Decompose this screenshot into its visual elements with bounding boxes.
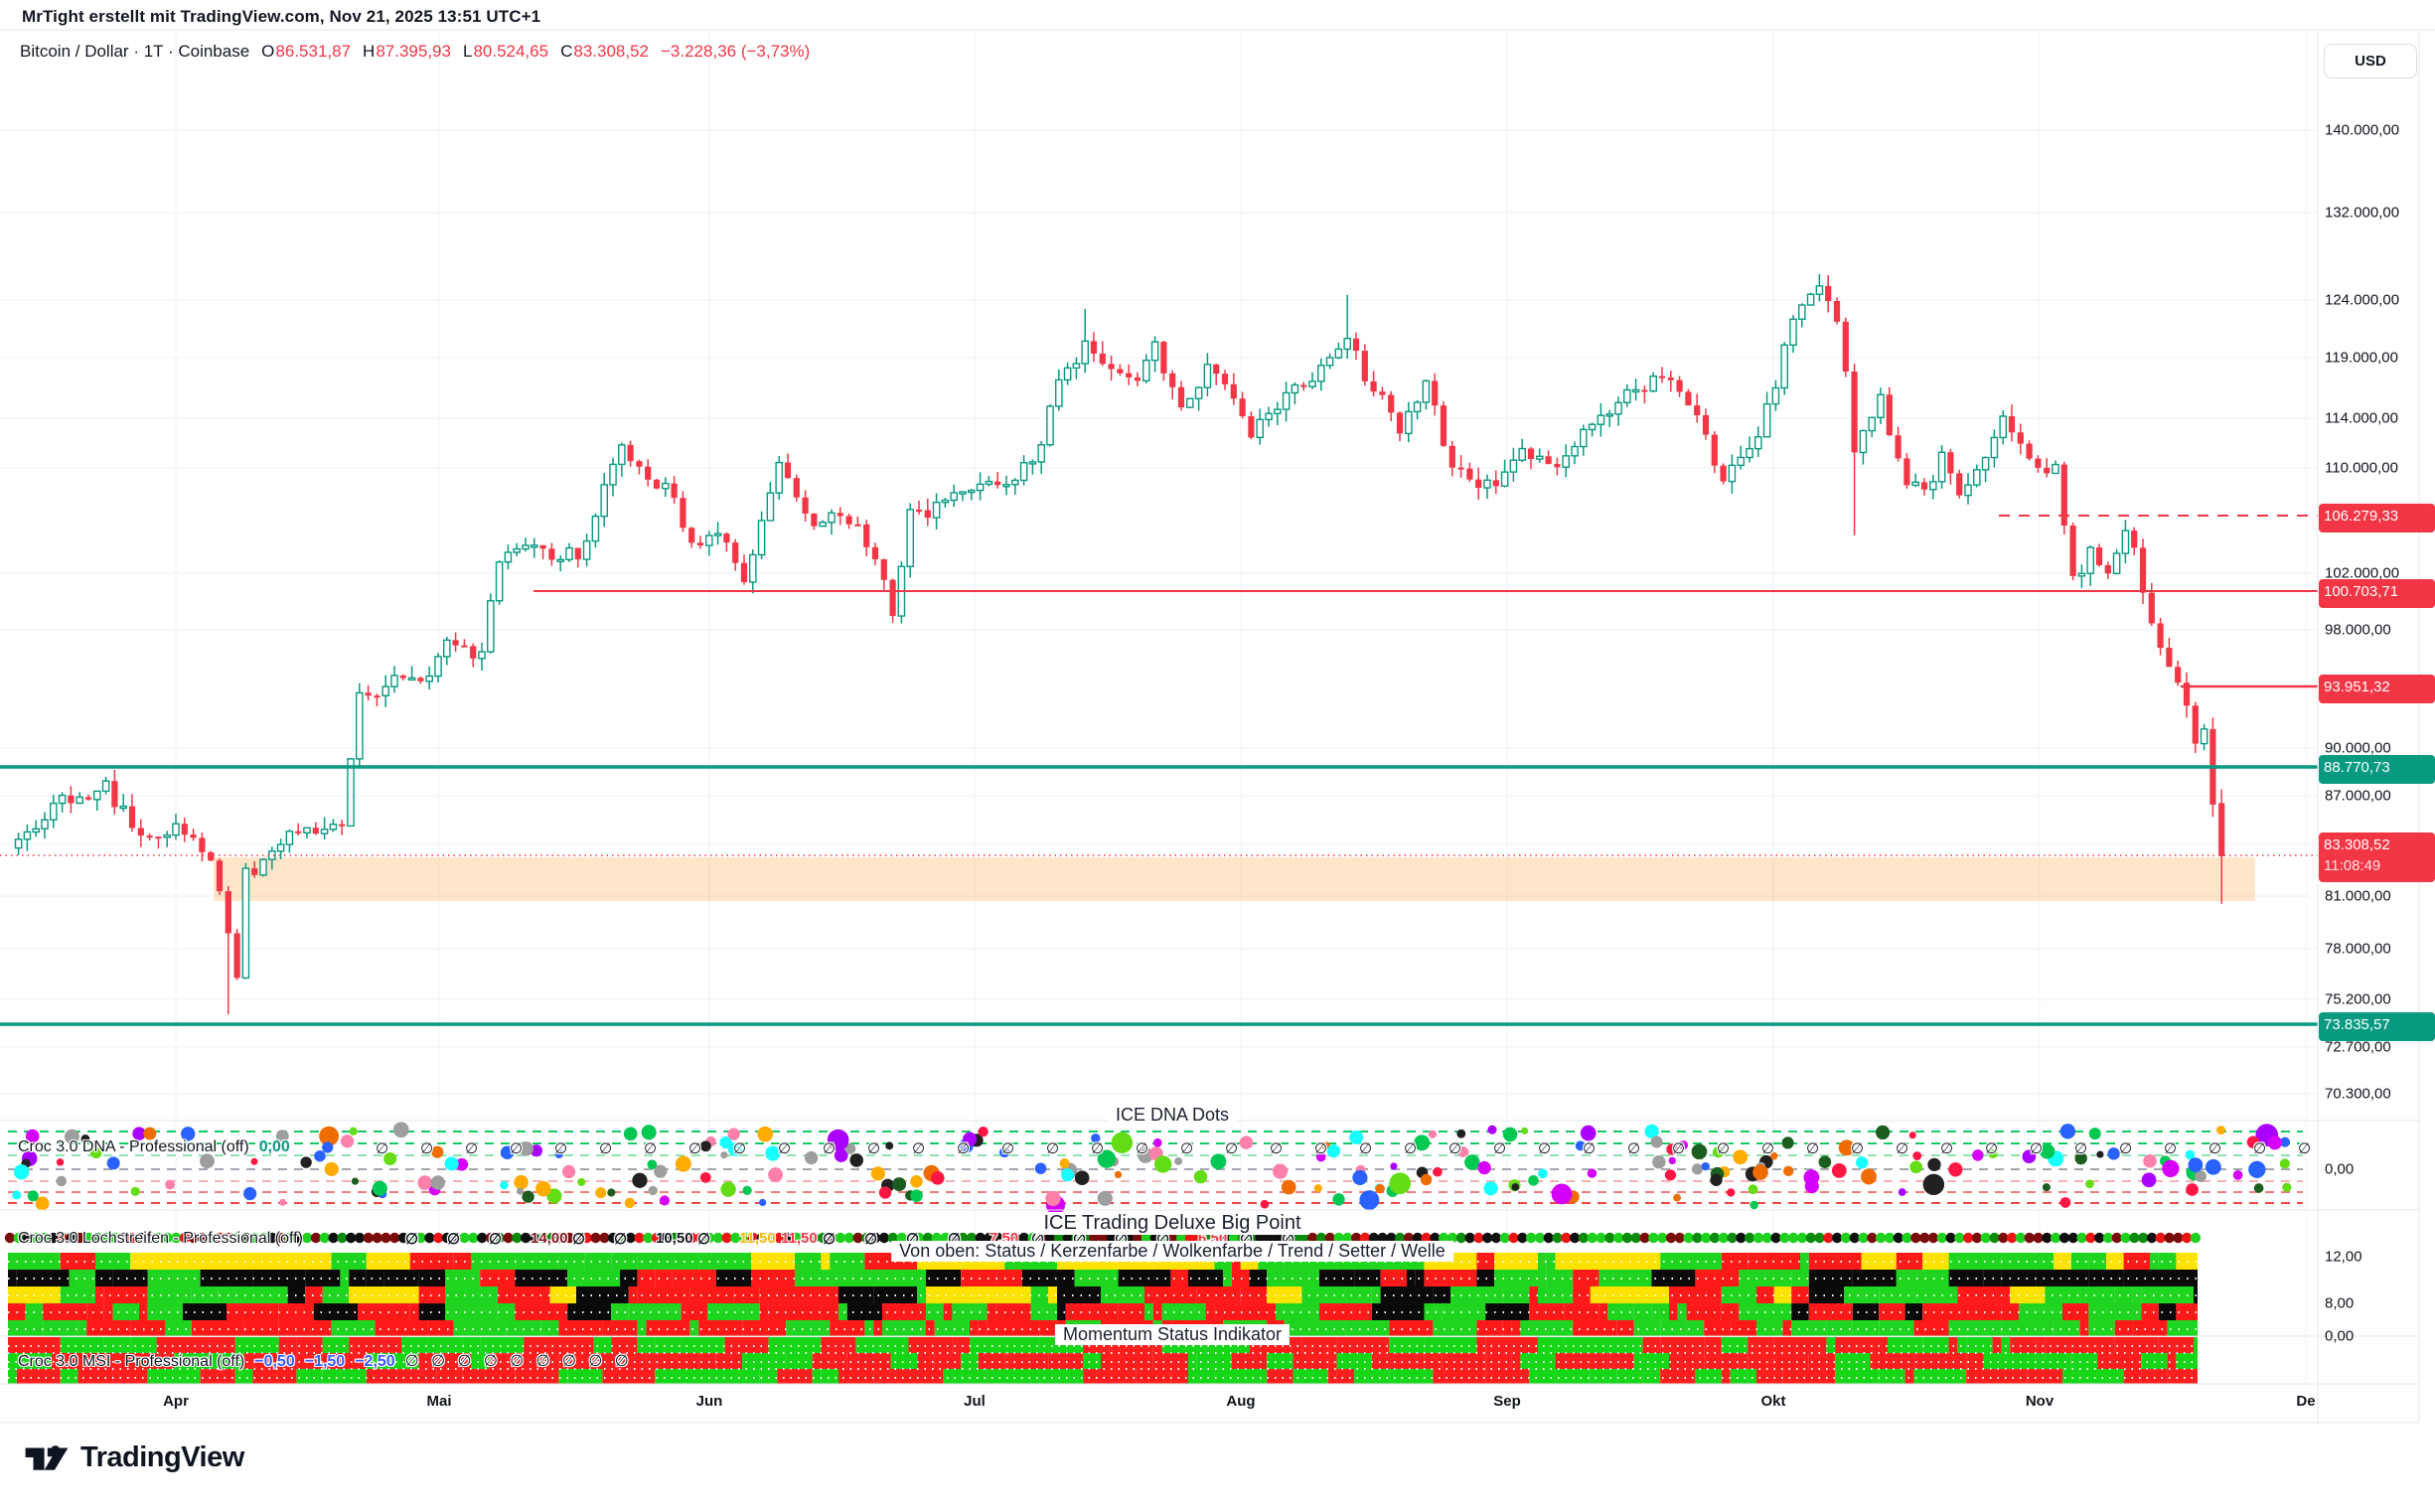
pane-label-ice-dna-dots: ICE DNA Dots [1107,1105,1238,1126]
price-tick-label: 81.000,00 [2325,887,2391,905]
indicator-tick-label: 0,00 [2325,1327,2355,1345]
symbol-info-bar[interactable]: Bitcoin / Dollar · 1T · Coinbase O 86.531… [20,42,810,62]
currency-toggle-button[interactable]: USD [2324,44,2417,78]
month-label: Apr [163,1393,189,1410]
price-tick-label: 140.000,00 [2325,121,2400,139]
price-tag: 88.770,73 [2319,754,2435,784]
price-tick-label: 110.000,00 [2325,459,2398,477]
indicator-title-croc-lochstreifen[interactable]: Croc 3.0 Lochstreifen - Professional (of… [18,1230,303,1247]
price-tick-label: 132.000,00 [2325,204,2400,222]
price-tick-label: 72.700,00 [2325,1038,2391,1056]
support-zone [214,857,2255,901]
close-value: 83.308,52 [573,42,649,61]
high-label: H [363,42,376,61]
indicator-title-croc-msi[interactable]: Croc 3.0 MSI - Professional (off) −0,50 −1… [18,1353,633,1370]
price-tick-label: 70.300,00 [2325,1085,2391,1103]
indicator-tick-label: 8,00 [2325,1294,2355,1312]
price-tick-label: 78.000,00 [2325,940,2391,958]
candlestick-series [14,273,2225,1015]
indicator-value: 11,50 [739,1230,776,1247]
price-tick-label: 87.000,00 [2325,787,2391,805]
price-tick-label: 75.200,00 [2325,990,2391,1008]
price-axis[interactable] [2319,31,2418,1422]
month-label: Mai [426,1393,452,1410]
indicator-value: ∅ [697,1231,711,1248]
price-tick-label: 124.000,00 [2325,291,2400,309]
month-label: Sep [1493,1393,1521,1410]
month-label: Aug [1226,1393,1256,1410]
price-tag: 100.703,71 [2319,578,2435,608]
open-value: 86.531,87 [275,42,352,61]
low-label: L [462,42,473,61]
price-tag: 93.951,32 [2319,674,2435,703]
high-value: 87.395,93 [376,42,451,61]
status-dot-row [4,1232,2202,1244]
open-label: O [261,42,275,61]
pane-label-momentum-status: Momentum Status Indikator [1054,1324,1291,1345]
price-tag: 83.308,52 11:08:49 [2319,832,2435,882]
price-tick-label: 98.000,00 [2325,621,2391,639]
pane-label-ice-trading-deluxe: ICE Trading Deluxe Big Point [1035,1212,1309,1235]
price-tick-label: 119.000,00 [2325,349,2398,367]
pane-label-von-oben: Von oben: Status / Kerzenfarbe / Wolkenf… [891,1241,1453,1262]
indicator-value: ∅ [823,1231,837,1248]
price-tag: 106.279,33 [2319,503,2435,532]
symbol-title: Bitcoin / Dollar · 1T · Coinbase [20,42,250,61]
indicator-tick-label: 0,00 [2325,1160,2355,1178]
indicator-value: 11,50 [781,1230,818,1247]
month-label: Okt [1760,1393,1786,1410]
currency-label: USD [2355,53,2386,70]
indicator-value: ∅ [572,1231,586,1248]
close-label: C [560,42,573,61]
price-tick-label: 102.000,00 [2325,564,2400,582]
tradingview-mark-icon [25,1445,69,1470]
indicator-title-croc-dna[interactable]: Croc 3.0 DNA - Professional (off) 0,00 [18,1138,290,1155]
null-value-row: ∅ ∅ ∅ ∅ ∅ ∅ ∅ ∅ ∅ ∅ ∅ ∅ ∅ ∅ ∅ ∅ ∅ ∅ ∅ ∅ ∅ ∅ ∅ ∅ ∅ ∅ ∅ ∅ ∅ ∅ ∅ ∅ ∅ ∅ ∅ ∅ ∅ ∅ ∅ ∅… [376,1140,2312,1157]
month-label: Jul [964,1393,986,1410]
price-tick-label: 114.000,00 [2325,409,2398,427]
tradingview-wordmark: TradingView [80,1440,244,1473]
price-tag: 73.835,57 [2319,1011,2435,1041]
indicator-value: ∅ [405,1231,419,1248]
indicator-value: ∅ [447,1231,461,1248]
indicator-value: ∅ [614,1231,628,1248]
indicator-tick-label: 12,00 [2325,1248,2362,1266]
indicator-value: 10,50 [656,1230,693,1247]
change-value: −3.228,36 (−3,73%) [661,42,811,61]
indicator-value: ∅ [489,1231,503,1248]
tradingview-logo[interactable]: TradingView [24,1437,244,1477]
low-value: 80.524,65 [473,42,549,61]
month-label: Jun [695,1393,723,1410]
indicator-value: 14,00 [531,1230,568,1247]
time-axis[interactable] [0,1385,2318,1423]
dna-dots [12,1122,2292,1215]
month-label: De [2296,1393,2316,1410]
annotation-text: MrTight erstellt mit TradingView.com, No… [22,7,541,26]
price-tick-label: 90.000,00 [2325,739,2391,757]
indicator-value: ∅ [864,1231,878,1248]
month-label: Nov [2025,1393,2055,1410]
